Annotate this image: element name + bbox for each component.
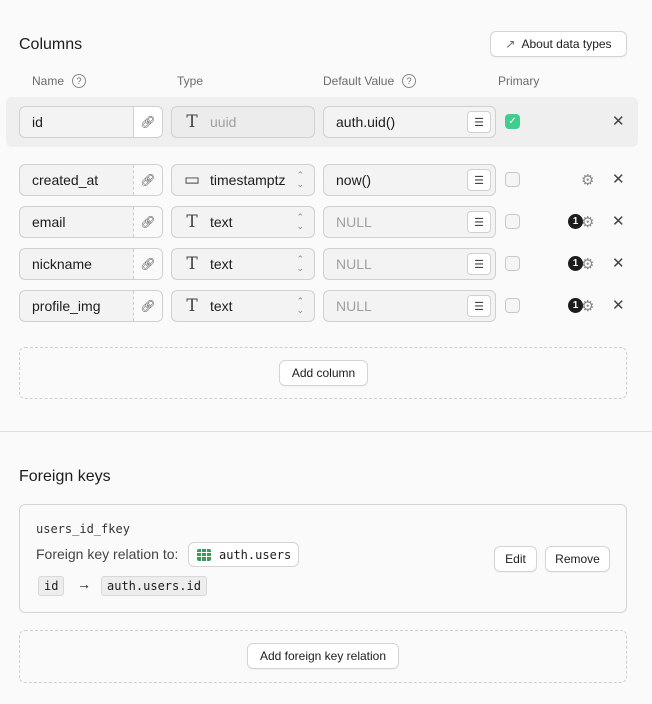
list-menu-icon[interactable]: ☰ [467,253,491,275]
primary-checkbox[interactable] [505,298,520,313]
column-type-select: T uuid [171,106,315,138]
list-menu-icon[interactable]: ☰ [467,211,491,233]
default-value-field[interactable]: now() ☰ [323,164,496,196]
columns-title: Columns [19,36,83,53]
help-icon[interactable]: ? [72,74,87,88]
column-type-select[interactable]: T text ⌃ ⌄ [171,290,315,322]
column-name-field[interactable]: profile_img 🔗︎ [19,290,163,322]
list-menu-icon[interactable]: ☰ [467,295,491,317]
chevron-up-down-icon: ⌃ ⌄ [296,170,304,189]
calendar-icon: ▭ [184,170,201,190]
section-divider [0,431,652,432]
help-icon[interactable]: ? [402,74,417,88]
default-value-field[interactable]: NULL ☰ [323,248,496,280]
column-type-value: text [210,214,233,230]
column-type-select[interactable]: T text ⌃ ⌄ [171,206,315,238]
add-foreign-key-area [19,630,627,683]
gear-icon[interactable]: ⚙ [581,298,595,315]
column-row: email 🔗︎ T text ⌃ ⌄ NULL ☰ ⚙ 1 ✕ [0,206,652,238]
column-row: profile_img 🔗︎ T text ⌃ ⌄ NULL ☰ ⚙ 1 ✕ [0,290,652,322]
primary-checkbox[interactable] [505,172,520,187]
notification-badge: 1 [568,214,583,229]
column-name-value[interactable]: nickname [32,256,92,272]
column-row: created_at 🔗︎ ▭ timestamptz ⌃ ⌄ now() ☰ ⚙… [0,164,652,196]
column-name-value[interactable]: profile_img [32,298,101,314]
column-name-field[interactable]: created_at 🔗︎ [19,164,163,196]
default-value[interactable]: NULL [336,256,372,272]
default-value-field[interactable]: NULL ☰ [323,290,496,322]
target-column-chip: auth.users.id [101,576,207,596]
text-T-icon: T [186,254,198,274]
list-menu-icon[interactable]: ☰ [467,111,491,133]
edit-fkey-button[interactable]: Edit [494,546,537,572]
text-T-icon: T [186,296,198,316]
header-default-value: Default Value? [323,74,417,88]
column-type-select[interactable]: ▭ timestamptz ⌃ ⌄ [171,164,315,196]
remove-fkey-button[interactable]: Remove [545,546,610,572]
link-icon[interactable]: 🔗︎ [133,291,162,321]
column-name-value[interactable]: email [32,214,66,230]
table-icon [197,548,211,561]
about-data-types-button[interactable]: ↗ About data types [490,31,627,57]
chevron-up-down-icon: ⌃ ⌄ [296,254,304,273]
column-name-value[interactable]: id [32,114,43,130]
column-name-field[interactable]: nickname 🔗︎ [19,248,163,280]
text-T-icon: T [186,212,198,232]
foreign-keys-title: Foreign keys [19,468,111,485]
add-foreign-key-button[interactable]: Add foreign key relation [247,643,399,669]
relation-table-name: auth.users [219,547,292,562]
header-type: Type [177,74,204,88]
primary-checkbox[interactable] [505,214,520,229]
default-value[interactable]: NULL [336,298,372,314]
gear-icon[interactable]: ⚙ [581,214,595,231]
column-type-value: timestamptz [210,172,286,188]
arrow-right-icon: → [77,576,91,592]
chevron-up-down-icon: ⌃ ⌄ [296,212,304,231]
link-icon[interactable]: 🔗︎ [133,207,162,237]
header-primary: Primary [498,74,540,88]
column-name-value[interactable]: created_at [32,172,99,188]
column-name-field[interactable]: email 🔗︎ [19,206,163,238]
relation-label: Foreign key relation to: [36,546,179,562]
default-value-field[interactable]: NULL ☰ [323,206,496,238]
relation-table-chip[interactable]: auth.users [188,542,299,567]
about-data-types-label: About data types [521,37,612,51]
gear-icon[interactable]: ⚙ [581,256,595,273]
remove-column-icon[interactable]: ✕ [612,297,625,314]
notification-badge: 1 [568,256,583,271]
list-menu-icon[interactable]: ☰ [467,169,491,191]
remove-column-icon[interactable]: ✕ [612,255,625,272]
notification-badge: 1 [568,298,583,313]
column-type-value: text [210,256,233,272]
link-icon[interactable]: 🔗︎ [133,165,162,195]
external-link-icon: ↗ [505,37,516,51]
remove-column-icon[interactable]: ✕ [612,171,625,188]
column-type-value: text [210,298,233,314]
primary-checkbox[interactable]: ✓ [505,114,520,129]
text-T-icon: T [186,112,198,132]
primary-checkbox[interactable] [505,256,520,271]
column-row: id 🔗︎ T uuid auth.uid() ☰ ✓ ✕ [0,106,652,138]
header-name: Name? [32,74,87,88]
column-type-value: uuid [210,114,237,130]
add-column-area [19,347,627,399]
column-row: nickname 🔗︎ T text ⌃ ⌄ NULL ☰ ⚙ 1 ✕ [0,248,652,280]
column-name-field[interactable]: id 🔗︎ [19,106,163,138]
default-value[interactable]: now() [336,172,372,188]
default-value[interactable]: auth.uid() [336,114,396,130]
chevron-up-down-icon: ⌃ ⌄ [296,296,304,315]
default-value[interactable]: NULL [336,214,372,230]
default-value-field[interactable]: auth.uid() ☰ [323,106,496,138]
remove-column-icon[interactable]: ✕ [612,213,625,230]
remove-column-icon[interactable]: ✕ [612,113,625,130]
column-type-select[interactable]: T text ⌃ ⌄ [171,248,315,280]
source-column-chip: id [38,576,65,596]
fkey-name: users_id_fkey [36,522,130,536]
gear-icon[interactable]: ⚙ [581,172,595,189]
link-icon[interactable]: 🔗︎ [133,107,162,137]
add-column-button[interactable]: Add column [279,360,368,386]
link-icon[interactable]: 🔗︎ [133,249,162,279]
